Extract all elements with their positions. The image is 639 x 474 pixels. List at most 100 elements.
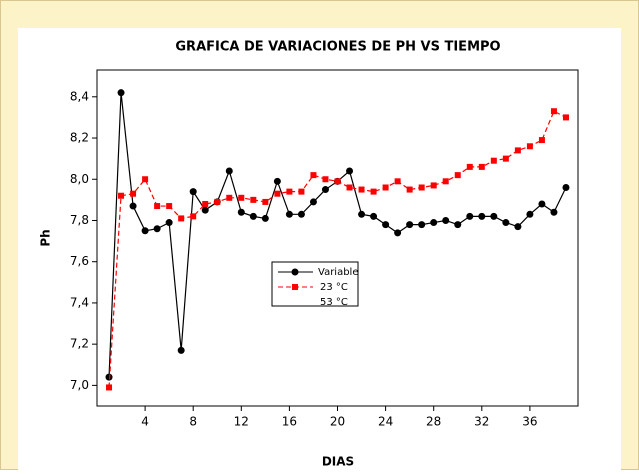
- point: [297, 210, 305, 218]
- point: [370, 212, 378, 220]
- point: [442, 216, 450, 224]
- point: [430, 182, 437, 189]
- point: [358, 186, 365, 193]
- point: [490, 157, 497, 164]
- point: [226, 194, 233, 201]
- point: [442, 178, 449, 185]
- point: [166, 203, 173, 210]
- point: [382, 221, 390, 229]
- point: [466, 163, 473, 170]
- x-tick-label: 16: [282, 415, 297, 429]
- point: [117, 89, 125, 97]
- y-tick-label: 7,6: [70, 254, 89, 268]
- point: [286, 188, 293, 195]
- point: [418, 221, 426, 229]
- point: [130, 190, 137, 197]
- y-tick-label: 8,2: [70, 131, 89, 145]
- y-tick-label: 8,4: [70, 89, 89, 103]
- point: [514, 147, 521, 154]
- point: [358, 210, 366, 218]
- point: [274, 190, 281, 197]
- point: [177, 346, 185, 354]
- point: [249, 212, 257, 220]
- point: [214, 198, 221, 205]
- point: [502, 155, 509, 162]
- point: [285, 210, 293, 218]
- x-tick-label: 8: [189, 415, 197, 429]
- point: [309, 198, 317, 206]
- point: [154, 203, 161, 210]
- x-tick-label: 12: [234, 415, 249, 429]
- point: [406, 221, 414, 229]
- plot-area: [96, 69, 579, 407]
- point: [321, 186, 329, 194]
- point: [298, 188, 305, 195]
- point: [118, 192, 125, 199]
- point: [190, 213, 197, 220]
- point: [201, 206, 209, 214]
- point: [153, 225, 161, 233]
- x-axis-label: DIAS: [322, 455, 354, 469]
- legend-marker: [291, 268, 299, 276]
- point: [310, 172, 317, 179]
- point: [106, 384, 113, 391]
- point: [406, 186, 413, 193]
- point: [418, 184, 425, 191]
- point: [165, 219, 173, 227]
- point: [478, 212, 486, 220]
- point: [189, 188, 197, 196]
- x-tick-label: 32: [474, 415, 489, 429]
- y-tick-label: 7,2: [70, 337, 89, 351]
- point: [550, 208, 558, 216]
- point: [346, 184, 353, 191]
- point: [562, 183, 570, 191]
- point: [105, 373, 113, 381]
- point: [538, 200, 546, 208]
- point: [129, 202, 137, 210]
- point: [454, 221, 462, 229]
- point: [273, 177, 281, 185]
- point: [142, 176, 149, 183]
- point: [394, 178, 401, 185]
- x-tick-label: 4: [141, 415, 149, 429]
- point: [526, 210, 534, 218]
- point: [238, 194, 245, 201]
- point: [490, 212, 498, 220]
- point: [550, 108, 557, 115]
- legend-box: [271, 261, 359, 307]
- legend-marker: [292, 284, 298, 290]
- point: [502, 219, 510, 227]
- x-tick-label: 24: [378, 415, 393, 429]
- point: [514, 223, 522, 231]
- point: [466, 212, 474, 220]
- point: [478, 163, 485, 170]
- y-tick-label: 7,0: [70, 378, 89, 392]
- x-tick-label: 20: [330, 415, 345, 429]
- y-tick-label: 7,4: [70, 295, 89, 309]
- point: [394, 229, 402, 237]
- point: [261, 214, 269, 222]
- point: [562, 114, 569, 121]
- point: [225, 167, 233, 175]
- point: [178, 215, 185, 222]
- point: [322, 176, 329, 183]
- y-tick-label: 8,0: [70, 172, 89, 186]
- point: [526, 143, 533, 150]
- chart-title: GRAFICA DE VARIACIONES DE PH VS TIEMPO: [175, 40, 500, 55]
- point: [237, 208, 245, 216]
- point: [538, 137, 545, 144]
- legend-title: Variable: [318, 267, 359, 278]
- point: [262, 198, 269, 205]
- point: [430, 219, 438, 227]
- y-tick-label: 7,8: [70, 213, 89, 227]
- x-tick-label: 28: [426, 415, 441, 429]
- point: [202, 200, 209, 207]
- point: [370, 188, 377, 195]
- point: [141, 227, 149, 235]
- point: [346, 167, 354, 175]
- legend-label: 23 °C: [320, 282, 348, 293]
- point: [382, 184, 389, 191]
- x-tick-label: 36: [522, 415, 537, 429]
